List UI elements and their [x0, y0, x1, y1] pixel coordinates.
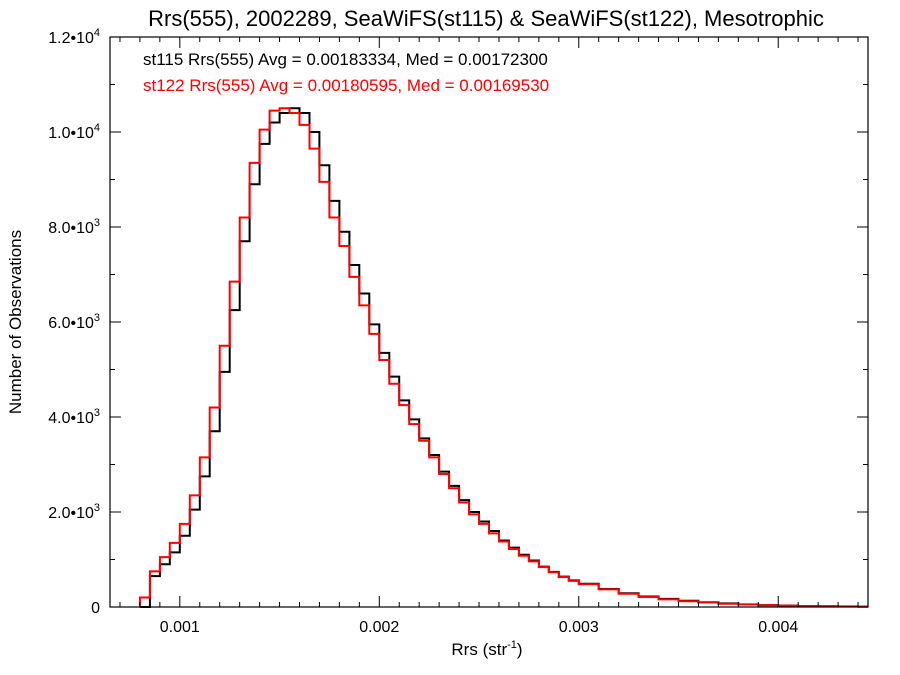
x-tick-label: 0.002: [359, 619, 399, 636]
series-layer: [138, 107, 868, 608]
y-tick-label: 4.0•103: [48, 407, 100, 427]
x-tick-label: 0.003: [559, 619, 599, 636]
y-axis-label: Number of Observations: [6, 230, 25, 414]
x-tick-label: 0.004: [758, 619, 798, 636]
chart-title: Rrs(555), 2002289, SeaWiFS(st115) & SeaW…: [148, 6, 824, 31]
y-tick-label: 8.0•103: [48, 217, 100, 237]
y-tick-label: 1.0•104: [48, 122, 100, 142]
y-tick-label: 1.2•104: [48, 27, 100, 47]
x-tick-label: 0.001: [160, 619, 200, 636]
series-line-st122: [138, 107, 868, 608]
x-axis-label-end: ): [517, 640, 523, 659]
x-axis-label-sup: -1: [507, 639, 517, 651]
ticks-layer: 0.001 0.002 0.003 0.004 0 2.0•103 4.0•103 6.0•1…: [48, 27, 868, 636]
x-axis-label-main: Rrs (str: [451, 640, 507, 659]
x-axis-label: Rrs (str-1): [451, 639, 522, 659]
annotation-st115: st115 Rrs(555) Avg = 0.00183334, Med = 0…: [143, 50, 548, 69]
y-tick-label: 0: [91, 600, 100, 617]
y-tick-label: 2.0•103: [48, 502, 100, 522]
annotation-st122: st122 Rrs(555) Avg = 0.00180595, Med = 0…: [143, 76, 549, 95]
y-tick-label: 6.0•103: [48, 312, 100, 332]
